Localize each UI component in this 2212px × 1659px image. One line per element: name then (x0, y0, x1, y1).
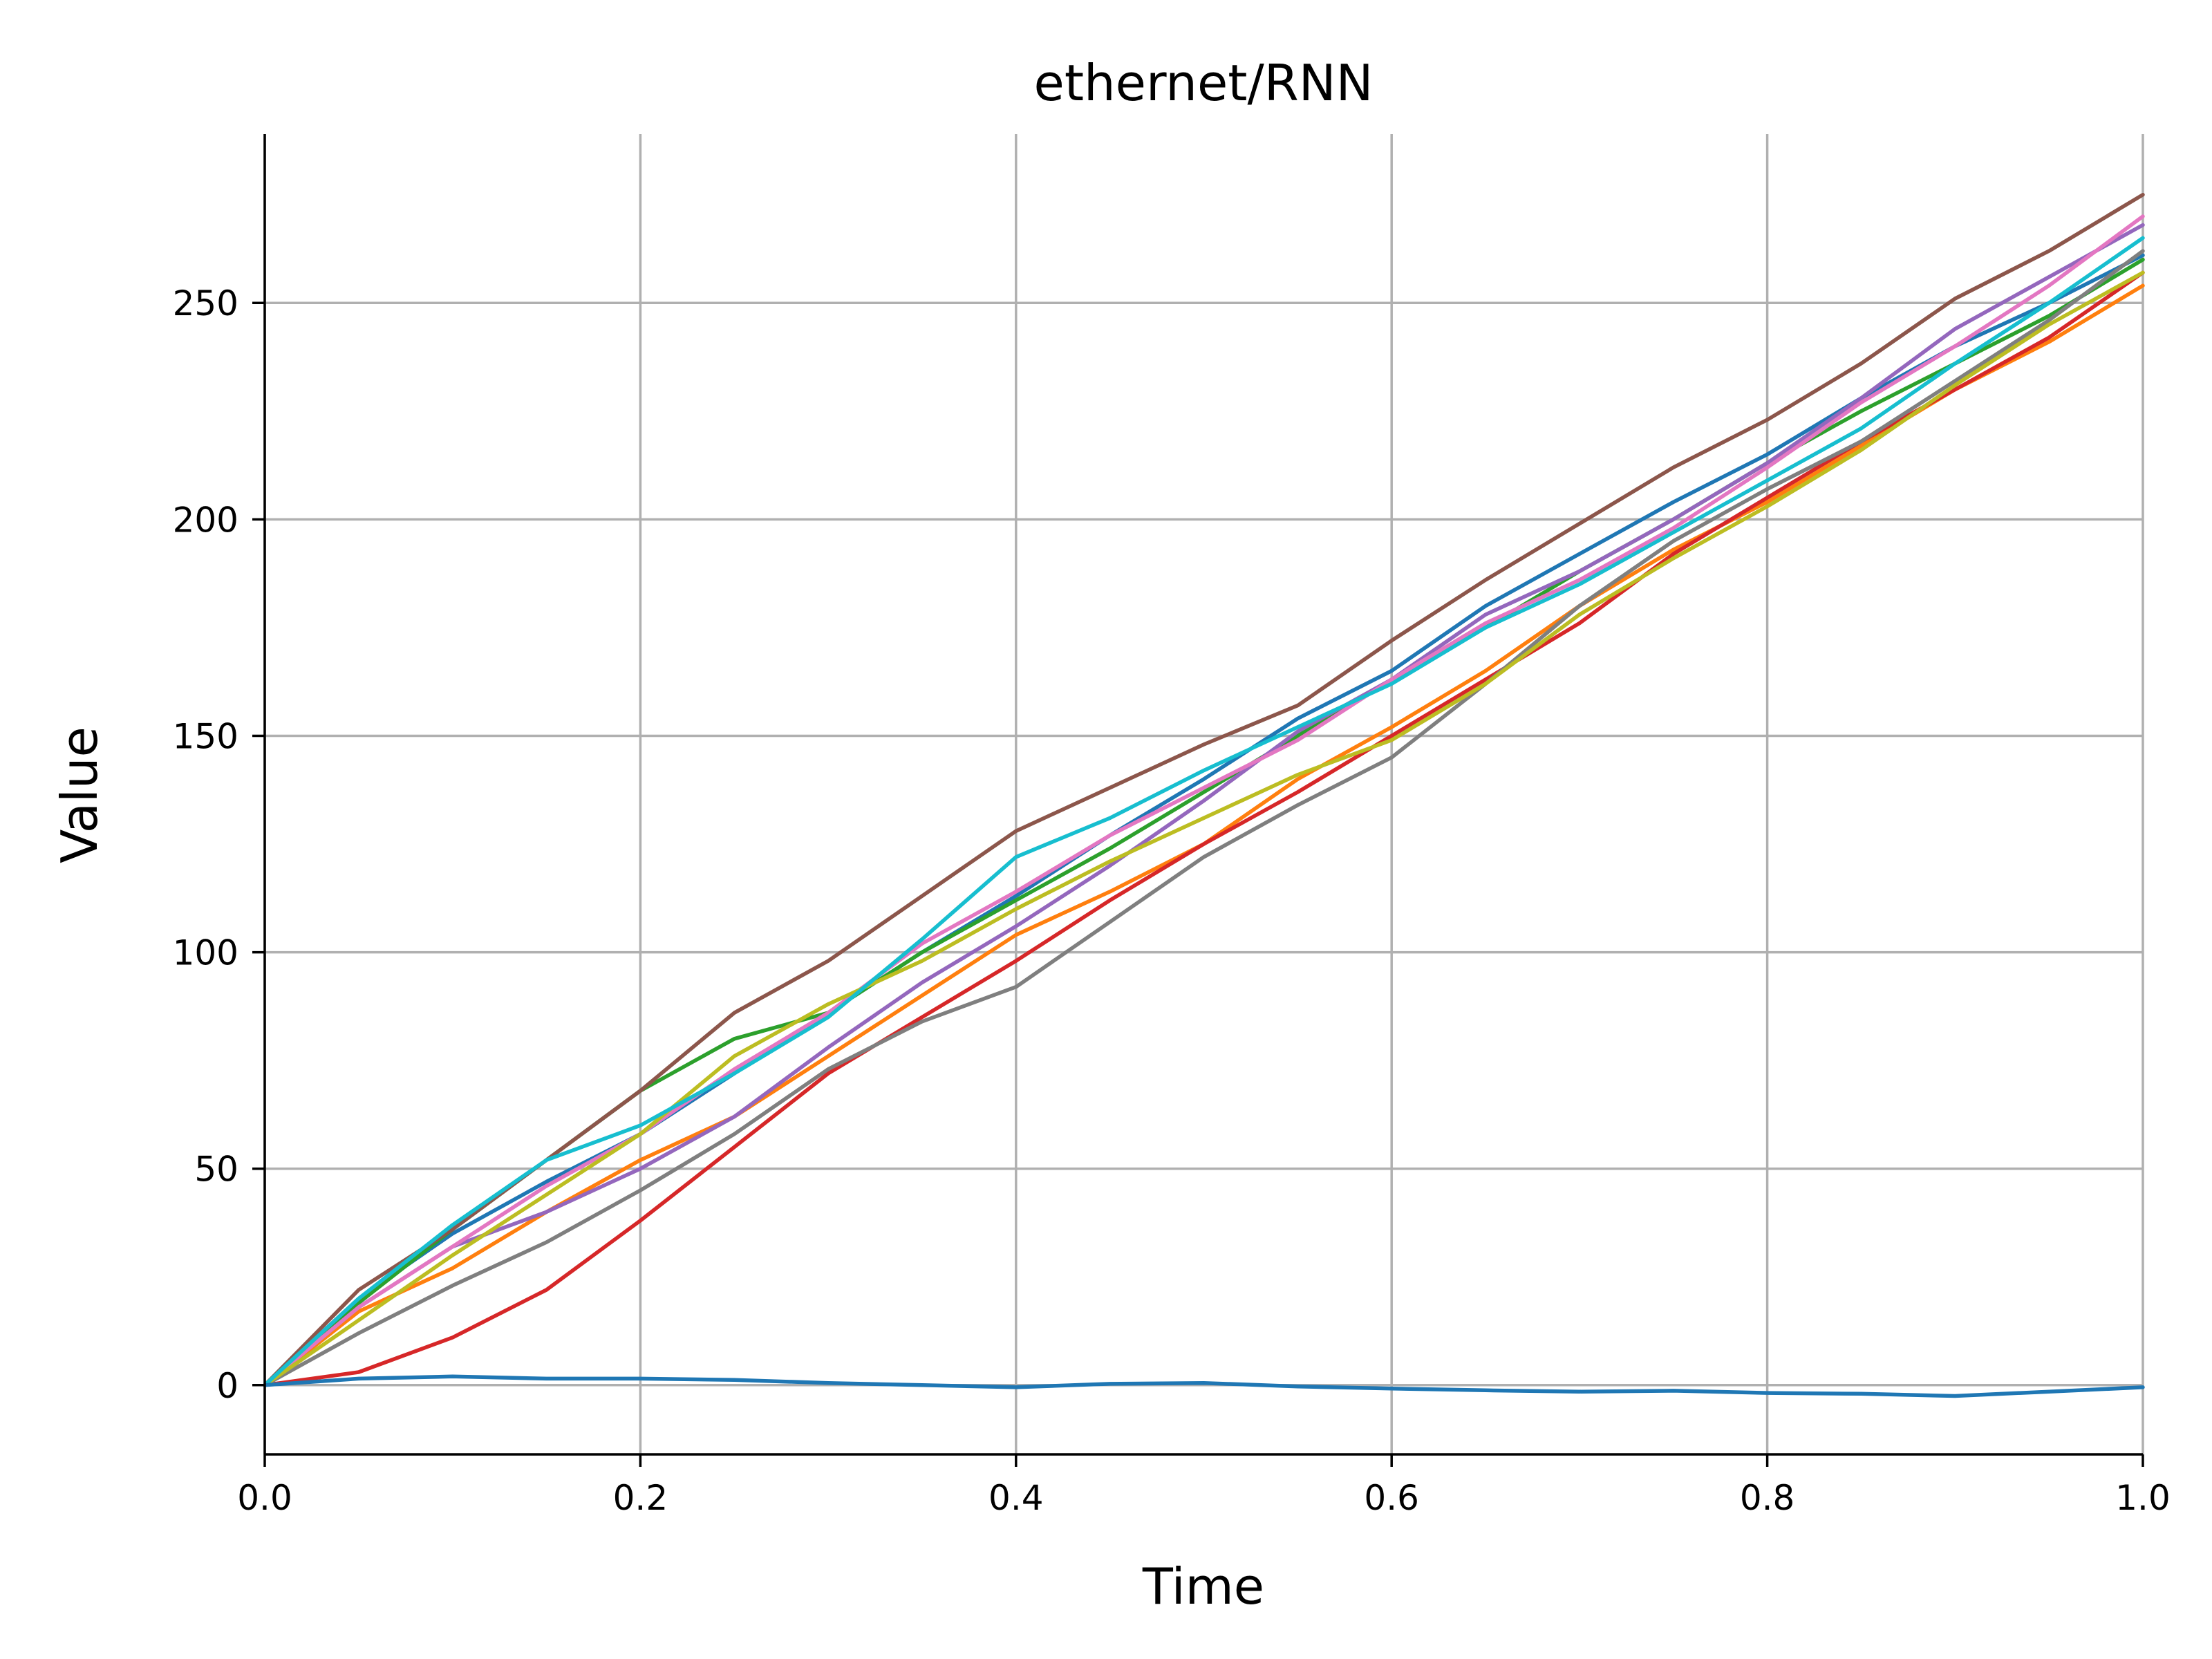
y-axis-label: Value (50, 727, 109, 863)
x-tick-label: 1.0 (2115, 1478, 2171, 1518)
y-tick-label: 0 (216, 1366, 238, 1406)
y-ticks: 0 50 100 150 200 250 (173, 283, 265, 1406)
series-line-1 (263, 253, 2145, 1387)
chart-title: ethernet/RNN (1034, 54, 1374, 112)
x-tick-label: 0.2 (613, 1478, 668, 1518)
series-line-7 (263, 214, 2145, 1387)
y-tick-label: 200 (173, 500, 238, 540)
y-tick-label: 50 (194, 1150, 238, 1190)
series-line-8 (263, 249, 2145, 1387)
x-tick-label: 0.8 (1740, 1478, 1795, 1518)
series-line-4 (263, 270, 2145, 1387)
series-line-5 (263, 223, 2145, 1387)
gridlines (263, 134, 2144, 1454)
y-tick-label: 100 (173, 933, 238, 973)
axes (263, 134, 2143, 1456)
x-tick-label: 0.0 (237, 1478, 292, 1518)
y-tick-label: 150 (173, 716, 238, 756)
x-tick-label: 0.6 (1364, 1478, 1419, 1518)
series-line-10 (263, 236, 2145, 1387)
series-line-9 (263, 270, 2145, 1387)
x-axis-label: Time (1142, 1557, 1264, 1615)
x-ticks: 0.0 0.2 0.4 0.6 0.8 1.0 (237, 1454, 2171, 1518)
series-line-11 (263, 1374, 2145, 1398)
series-line-6 (263, 192, 2145, 1387)
x-tick-label: 0.4 (988, 1478, 1044, 1518)
series-group (263, 192, 2145, 1398)
y-tick-label: 250 (173, 283, 238, 324)
